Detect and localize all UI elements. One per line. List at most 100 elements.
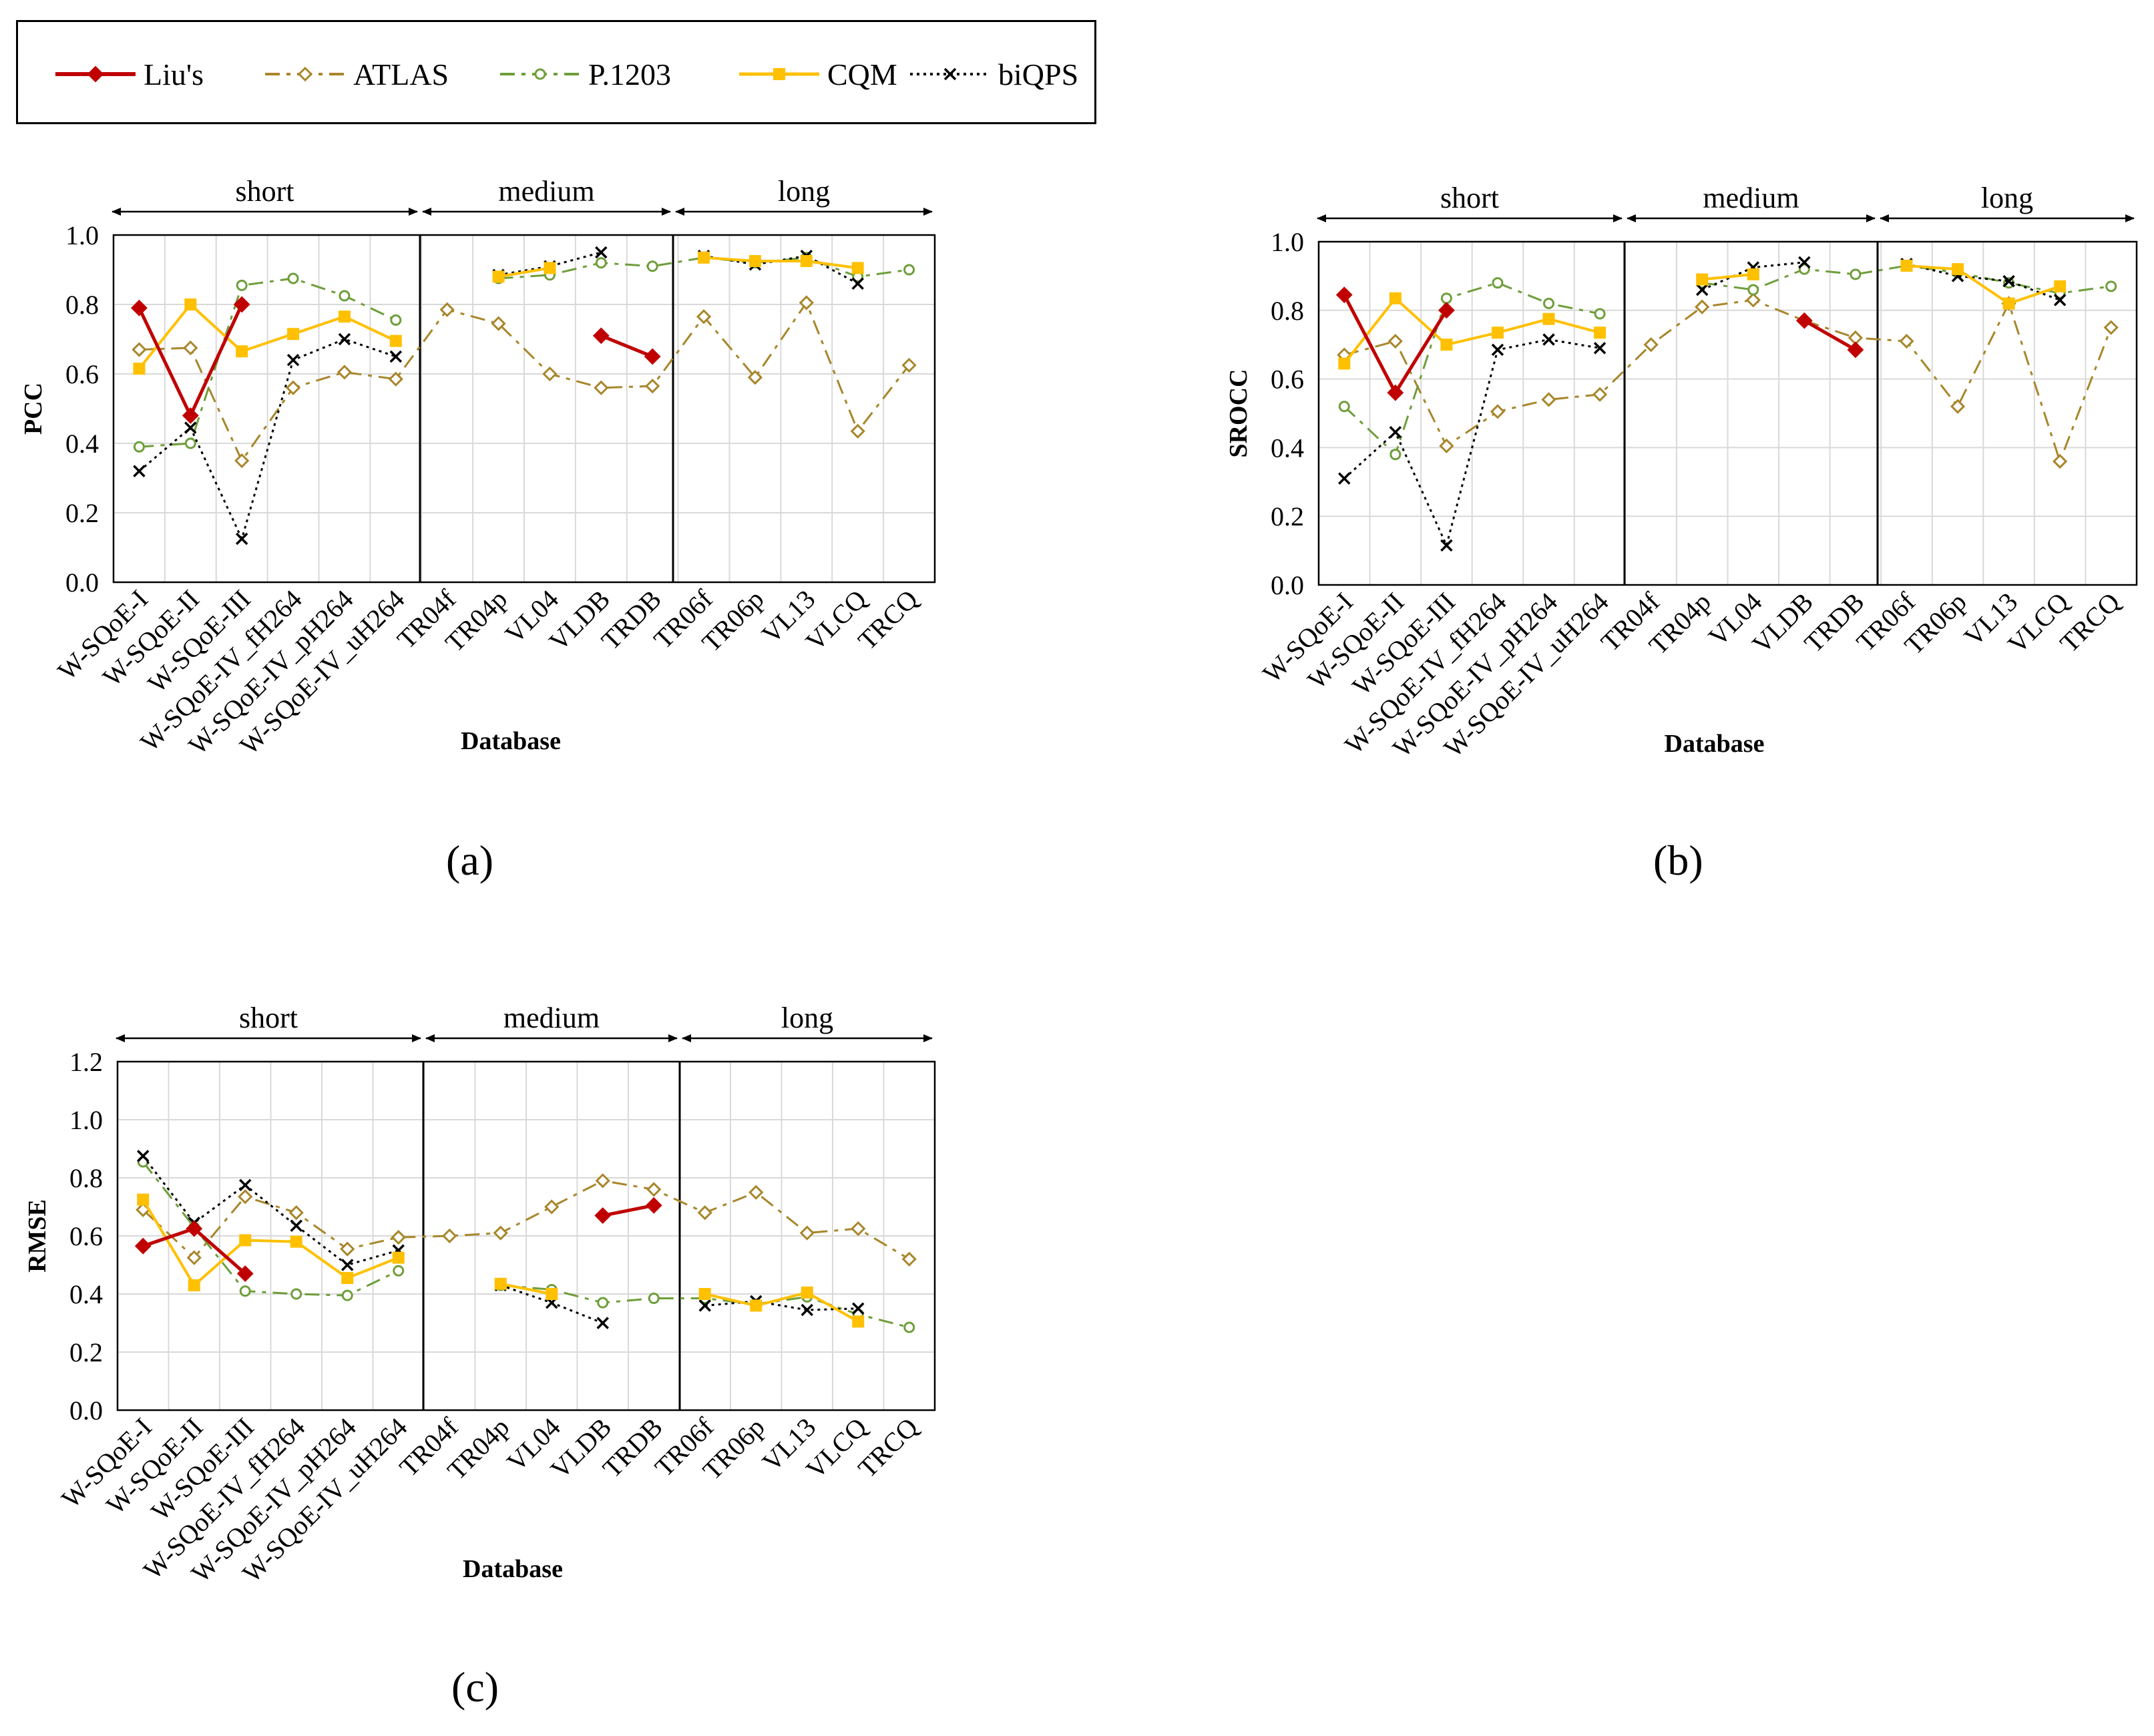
x-tick-label: TRCQ bbox=[2054, 586, 2125, 658]
series-line-liu-s bbox=[602, 1203, 654, 1218]
series-cqm bbox=[137, 1193, 865, 1328]
legend-marker-liu-s bbox=[87, 65, 104, 83]
x-tick-label: TRDB bbox=[596, 584, 667, 656]
data-point-cqm bbox=[338, 310, 351, 323]
data-point-biqps bbox=[698, 1299, 711, 1312]
data-point-atlas bbox=[493, 1225, 508, 1241]
data-point-atlas bbox=[646, 1182, 662, 1197]
data-point-p-1203 bbox=[648, 1293, 660, 1305]
data-point-liu-s bbox=[592, 327, 610, 345]
data-point-liu-s bbox=[1387, 384, 1404, 401]
y-tick-label: 0.2 bbox=[1271, 501, 1304, 531]
group-label-long: long bbox=[1981, 182, 2033, 214]
series-line-p-1203 bbox=[142, 1161, 399, 1297]
series-cqm bbox=[1338, 259, 2067, 370]
data-point-cqm bbox=[698, 1288, 711, 1300]
group-label-long: long bbox=[781, 1002, 833, 1034]
data-point-cqm bbox=[494, 1277, 507, 1290]
data-point-p-1203 bbox=[1389, 449, 1402, 461]
y-tick-label: 0.2 bbox=[65, 498, 99, 528]
legend-entry-atlas: ATLAS bbox=[265, 57, 449, 91]
data-point-p-1203 bbox=[903, 1321, 915, 1333]
y-tick-label: 0.6 bbox=[1271, 365, 1304, 395]
data-point-cqm bbox=[801, 1286, 813, 1299]
series-line-cqm bbox=[498, 266, 550, 278]
data-point-cqm bbox=[492, 270, 505, 283]
data-point-atlas bbox=[340, 1241, 355, 1257]
data-point-biqps bbox=[1593, 342, 1606, 355]
data-point-atlas bbox=[1899, 333, 1914, 349]
y-axis-label: RMSE bbox=[23, 1199, 51, 1273]
data-point-atlas bbox=[183, 340, 198, 356]
data-point-biqps bbox=[851, 277, 864, 290]
data-point-cqm bbox=[1338, 357, 1351, 370]
data-point-atlas bbox=[645, 379, 660, 394]
data-point-p-1203 bbox=[646, 260, 658, 272]
data-point-biqps bbox=[1798, 256, 1811, 269]
data-point-biqps bbox=[2002, 274, 2015, 288]
y-tick-label: 0.0 bbox=[1271, 570, 1304, 600]
data-point-atlas bbox=[1541, 392, 1556, 407]
y-tick-label: 0.6 bbox=[65, 359, 99, 389]
series-line-biqps bbox=[704, 1300, 859, 1311]
series-line-cqm bbox=[138, 303, 397, 370]
data-point-atlas bbox=[391, 1230, 406, 1245]
group-label-medium: medium bbox=[1703, 182, 1799, 214]
data-point-atlas bbox=[238, 1189, 253, 1205]
y-tick-label: 0.8 bbox=[1271, 296, 1304, 326]
x-axis-label: Database bbox=[463, 1555, 563, 1583]
data-point-liu-s bbox=[186, 1220, 203, 1237]
data-point-atlas bbox=[594, 380, 609, 395]
data-point-biqps bbox=[595, 246, 608, 259]
panel-label-c: (c) bbox=[451, 1663, 499, 1711]
data-point-biqps bbox=[184, 421, 197, 434]
rmse-chart: short medium long 0.0 0.2 0.4 0.6 0.8 1.0 1.2 RMSE… bbox=[23, 1002, 936, 1588]
series-line-cqm bbox=[1343, 296, 1600, 365]
data-point-atlas bbox=[234, 453, 250, 469]
data-point-atlas bbox=[1950, 399, 1966, 414]
data-point-p-1203 bbox=[595, 257, 607, 269]
y-tick-label: 0.4 bbox=[65, 429, 99, 459]
series-line-cqm bbox=[703, 256, 858, 270]
data-point-atlas bbox=[2053, 453, 2068, 469]
group-label-medium: medium bbox=[503, 1002, 600, 1034]
data-point-atlas bbox=[388, 371, 403, 387]
data-point-biqps bbox=[801, 1303, 813, 1317]
legend-label-atlas: ATLAS bbox=[353, 57, 449, 91]
data-point-biqps bbox=[1695, 283, 1709, 296]
series-cqm bbox=[133, 251, 864, 375]
data-point-p-1203 bbox=[133, 441, 145, 453]
data-point-cqm bbox=[800, 255, 813, 267]
data-point-p-1203 bbox=[2105, 280, 2117, 292]
data-point-atlas bbox=[132, 342, 147, 357]
data-point-cqm bbox=[546, 1288, 558, 1300]
series-line-cqm bbox=[142, 1199, 399, 1287]
data-point-liu-s bbox=[236, 1265, 254, 1282]
data-point-p-1203 bbox=[239, 1285, 251, 1297]
x-tick-label: TRCQ bbox=[852, 1412, 923, 1483]
series-atlas bbox=[136, 1173, 917, 1267]
data-point-p-1203 bbox=[1543, 298, 1555, 310]
y-axis-label: SROCC bbox=[1225, 369, 1253, 457]
y-tick-label: 1.0 bbox=[1271, 227, 1304, 257]
data-point-atlas bbox=[542, 366, 558, 382]
data-point-liu-s bbox=[645, 1197, 662, 1214]
chart-panel-c: short medium long 0.0 0.2 0.4 0.6 0.8 1.0 1.2 RMSE… bbox=[0, 982, 968, 1653]
data-point-atlas bbox=[1643, 337, 1659, 353]
data-point-p-1203 bbox=[287, 272, 299, 284]
data-point-atlas bbox=[901, 1251, 917, 1267]
gridlines bbox=[1318, 241, 2137, 586]
data-point-biqps bbox=[133, 465, 146, 477]
data-point-liu-s bbox=[182, 407, 199, 424]
group-label-short: short bbox=[239, 1002, 298, 1034]
data-point-cqm bbox=[2002, 297, 2015, 310]
series-liu-s bbox=[131, 296, 661, 424]
x-tick-label: TRDB bbox=[597, 1412, 668, 1484]
series-liu-s bbox=[1335, 286, 1864, 401]
panel-label-b: (b) bbox=[1653, 837, 1703, 884]
pcc-chart: short medium long0.00.20.40.60.81.0PCCW-SQ… bbox=[19, 175, 936, 761]
data-point-liu-s bbox=[1847, 341, 1864, 359]
legend-entry-liu-s: Liu's bbox=[55, 57, 204, 91]
data-point-liu-s bbox=[131, 299, 148, 316]
legend-entry-p-1203: P.1203 bbox=[500, 57, 671, 91]
